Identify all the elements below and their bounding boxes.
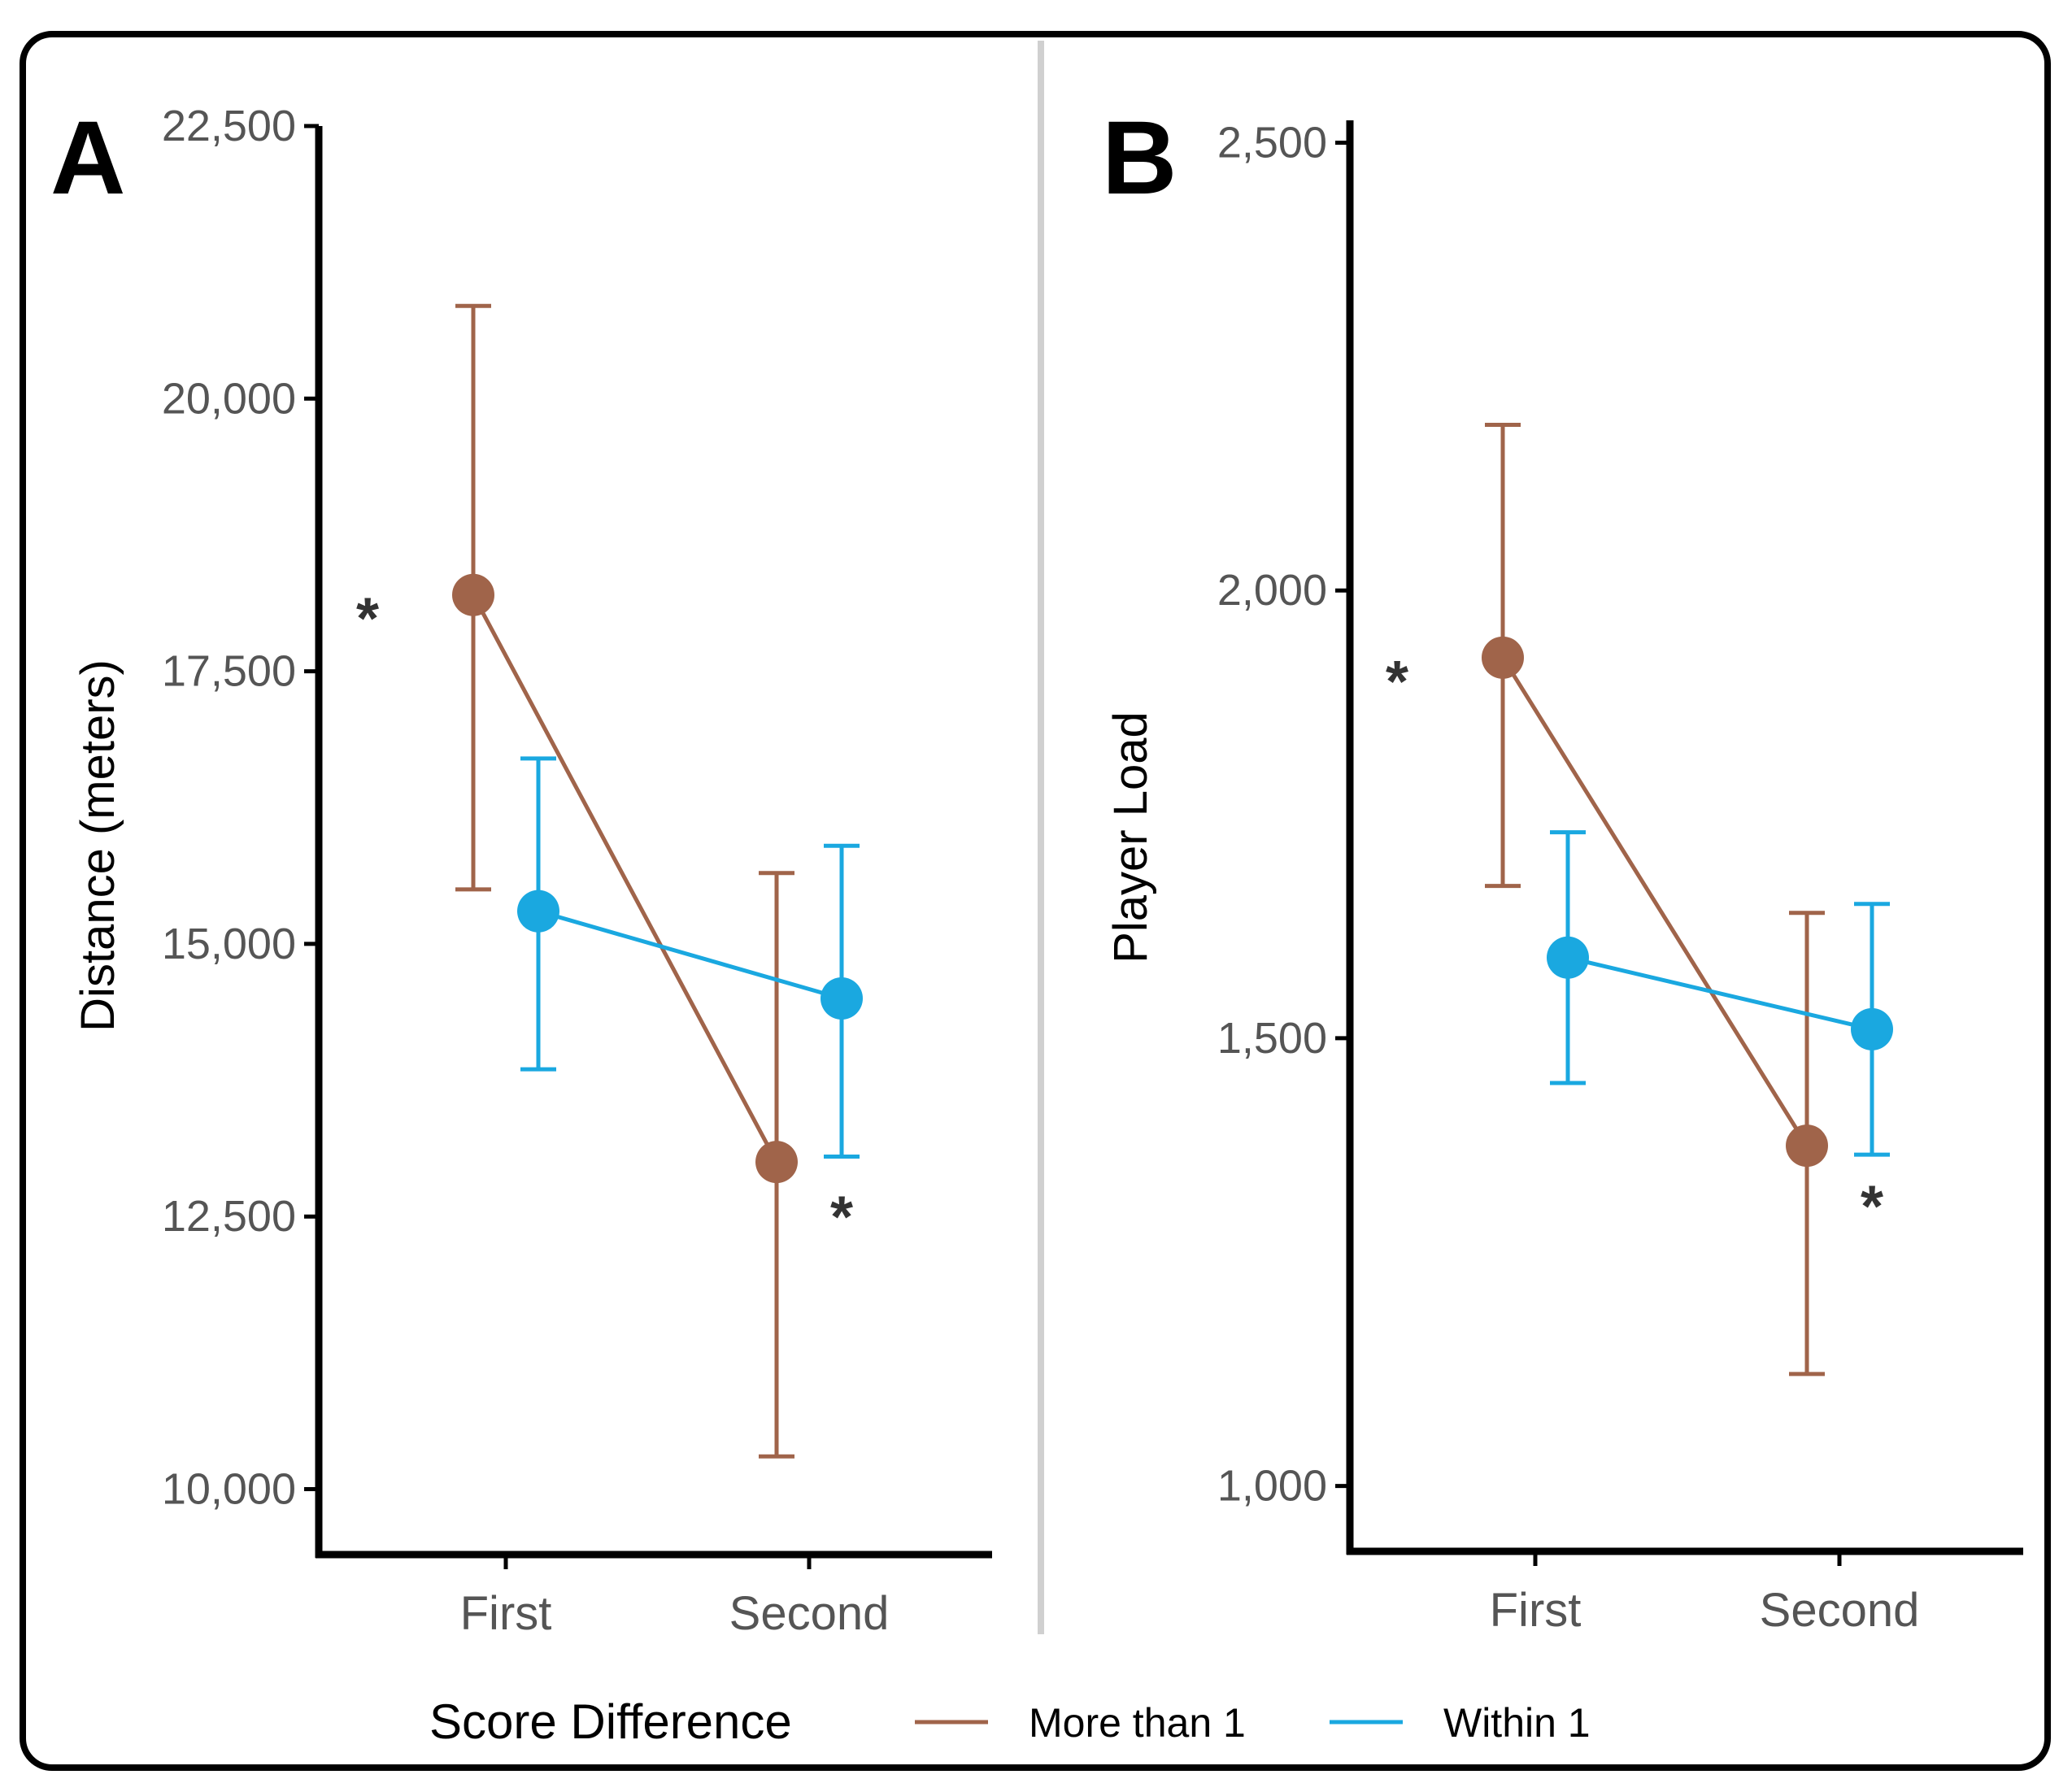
series-within-1 xyxy=(1547,830,1893,1157)
legend-title: Score Difference xyxy=(429,1694,792,1749)
y-tick-label: 2,500 xyxy=(1217,119,1327,167)
data-point xyxy=(1482,636,1524,679)
series-line xyxy=(471,594,779,1163)
data-point xyxy=(517,889,559,933)
panel-letter: B xyxy=(1102,100,1177,216)
panel-b: 1,000 1,500 2,000 2,500 First Second B Player L… xyxy=(1102,100,2023,1637)
legend: Score Difference More than 1 Within 1 xyxy=(429,1694,1591,1749)
data-point xyxy=(821,976,863,1020)
x-tick-label: First xyxy=(1490,1584,1582,1637)
data-point xyxy=(452,573,494,616)
panel-letter: A xyxy=(50,100,125,216)
y-tick-label: 15,000 xyxy=(162,920,296,968)
y-tick-label: 1,500 xyxy=(1217,1014,1327,1063)
y-tick-label: 12,500 xyxy=(162,1192,296,1241)
data-point xyxy=(1547,936,1589,979)
series-more-than-1 xyxy=(452,303,798,1459)
y-tick-label: 2,000 xyxy=(1217,566,1327,615)
y-tick-label: 1,000 xyxy=(1217,1462,1327,1511)
y-axis-title: Player Load xyxy=(1104,711,1157,963)
significance-marker: * xyxy=(830,1185,853,1250)
series-line xyxy=(538,909,842,1001)
legend-entry: Within 1 xyxy=(1330,1700,1591,1746)
data-point xyxy=(755,1141,798,1184)
significance-marker: * xyxy=(356,587,379,652)
x-tick-label: Second xyxy=(729,1587,890,1640)
significance-marker: * xyxy=(1861,1175,1883,1240)
series-line xyxy=(1567,955,1873,1032)
series-more-than-1 xyxy=(1482,422,1828,1377)
panel-a: 10,000 12,500 15,000 17,500 20,000 22,500 Firs… xyxy=(50,100,992,1640)
y-tick-label: 22,500 xyxy=(162,102,296,150)
y-tick-label: 10,000 xyxy=(162,1465,296,1514)
x-tick-label: First xyxy=(460,1587,552,1640)
legend-label: Within 1 xyxy=(1443,1700,1591,1746)
significance-marker: * xyxy=(1386,650,1408,715)
figure-frame xyxy=(20,31,2051,1771)
x-tick-label: Second xyxy=(1760,1584,1920,1637)
legend-entry: More than 1 xyxy=(915,1700,1246,1746)
y-tick-label: 20,000 xyxy=(162,374,296,423)
data-point xyxy=(1786,1124,1828,1168)
legend-label: More than 1 xyxy=(1029,1700,1246,1746)
data-point xyxy=(1851,1007,1893,1050)
y-tick-label: 17,500 xyxy=(162,647,296,696)
series-within-1 xyxy=(517,756,863,1159)
series-line xyxy=(1500,656,1809,1147)
y-axis-title: Distance (meters) xyxy=(72,659,124,1032)
